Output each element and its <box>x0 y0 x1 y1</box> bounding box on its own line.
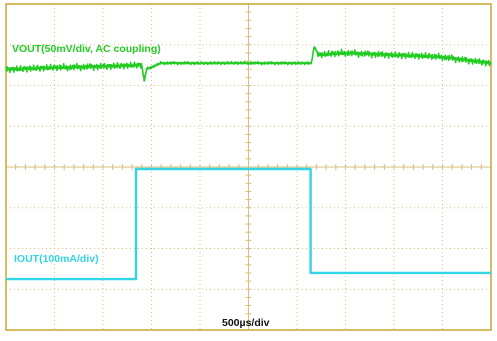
plot-frame <box>5 3 492 331</box>
iout-label: IOUT(100mA/div) <box>14 253 99 265</box>
vout-label: VOUT(50mV/div, AC coupling) <box>12 43 161 55</box>
iout-trace <box>6 167 491 281</box>
timebase-label: 500µs/div <box>222 317 270 329</box>
traces <box>5 46 492 281</box>
grid <box>5 3 492 331</box>
vout-trace <box>5 46 492 82</box>
